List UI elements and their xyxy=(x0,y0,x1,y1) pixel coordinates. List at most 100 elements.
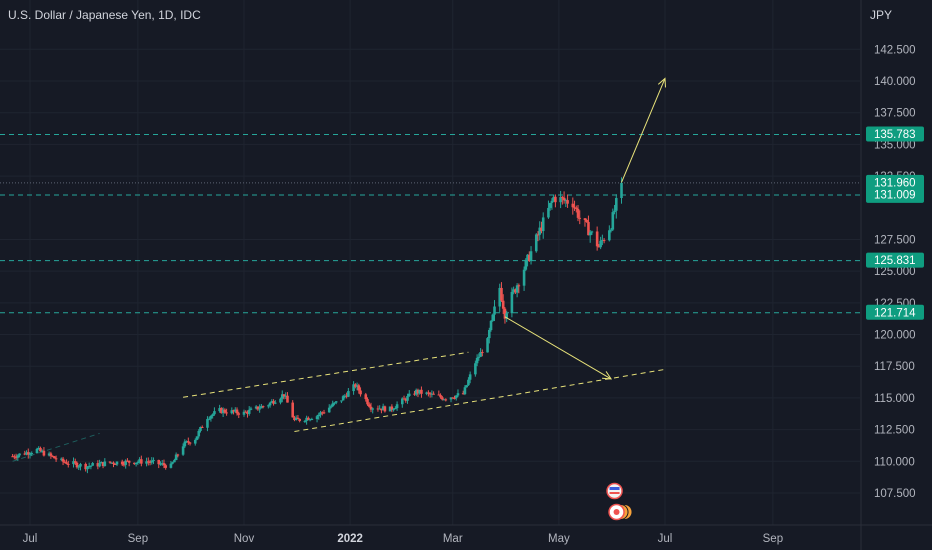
candle-body xyxy=(383,406,387,412)
candle-body xyxy=(583,218,587,221)
candle-body xyxy=(327,407,331,413)
candle-body xyxy=(394,408,397,410)
candle xyxy=(381,403,385,411)
candle-body xyxy=(49,453,53,456)
candle xyxy=(359,387,362,397)
candle-body xyxy=(341,396,345,401)
candle xyxy=(195,436,199,441)
arrow-line xyxy=(504,316,612,380)
candle-body xyxy=(378,408,381,410)
candle-body xyxy=(127,460,131,463)
candle-body xyxy=(63,461,67,463)
candle xyxy=(468,371,472,384)
candle xyxy=(91,461,94,466)
candle xyxy=(355,382,359,391)
candle-body xyxy=(307,417,310,420)
candle-body xyxy=(100,462,103,464)
candle xyxy=(609,227,613,233)
candle-body xyxy=(235,409,239,414)
candle-body xyxy=(611,212,615,230)
candle xyxy=(463,385,467,396)
candle-body xyxy=(79,463,82,467)
candle xyxy=(534,233,538,253)
candle-body xyxy=(39,447,42,452)
candle xyxy=(207,416,211,421)
candle xyxy=(53,456,56,459)
candle-body xyxy=(30,453,34,455)
candle-body xyxy=(293,417,296,420)
candle xyxy=(176,453,180,458)
candle-body xyxy=(587,221,590,236)
candle-body xyxy=(310,419,314,421)
candle xyxy=(160,460,164,466)
candle xyxy=(514,288,517,294)
candle xyxy=(282,394,286,400)
candle-body xyxy=(16,455,20,458)
candle xyxy=(14,453,18,461)
candle xyxy=(364,392,368,402)
candle xyxy=(420,386,423,398)
candle xyxy=(554,194,557,208)
candle-body xyxy=(463,387,467,395)
candle-body xyxy=(110,462,114,464)
candle-body xyxy=(552,196,555,201)
candle-body xyxy=(233,409,237,412)
candle-body xyxy=(515,285,519,293)
candle-body xyxy=(237,413,241,415)
candle xyxy=(601,234,604,246)
candle xyxy=(233,407,237,413)
candle xyxy=(573,200,576,211)
candle-body xyxy=(354,384,357,387)
candle-body xyxy=(200,426,204,428)
candle-body xyxy=(65,462,68,464)
candle xyxy=(454,395,458,401)
candle-body xyxy=(209,416,213,419)
candle-body xyxy=(481,352,484,354)
candle xyxy=(559,190,562,209)
candle-body xyxy=(221,409,225,414)
candle-body xyxy=(407,393,411,397)
candle xyxy=(524,258,528,271)
candle-body xyxy=(613,210,616,213)
candle xyxy=(477,353,481,361)
candle-body xyxy=(345,395,348,397)
candle xyxy=(548,202,552,211)
candle-body xyxy=(614,198,618,211)
candle xyxy=(193,438,197,446)
candle-body xyxy=(439,395,442,398)
candle xyxy=(585,218,589,223)
candle xyxy=(571,197,575,215)
candle-body xyxy=(401,398,404,405)
candle-body xyxy=(479,352,482,357)
candle xyxy=(54,455,58,462)
candle-body xyxy=(517,285,521,287)
candle xyxy=(487,327,491,344)
candle xyxy=(404,397,408,403)
candle-body xyxy=(430,393,434,395)
candle-body xyxy=(573,207,576,209)
candle-body xyxy=(108,461,112,463)
candle-body xyxy=(574,207,578,209)
candle xyxy=(140,455,143,467)
candle xyxy=(380,408,383,414)
candle xyxy=(343,393,347,399)
candle xyxy=(437,390,441,396)
candle xyxy=(112,461,115,468)
candle-body xyxy=(468,374,472,380)
candle-body xyxy=(334,401,338,403)
price-tag xyxy=(866,252,924,268)
candle-body xyxy=(319,412,322,415)
candle-body xyxy=(42,450,46,456)
candle-body xyxy=(296,417,300,419)
candle xyxy=(136,460,140,465)
candle xyxy=(223,408,227,414)
candle xyxy=(249,406,253,411)
candle-body xyxy=(371,408,375,410)
candle-body xyxy=(514,289,517,293)
candle-body xyxy=(37,447,40,449)
candle xyxy=(25,450,28,456)
candle-body xyxy=(420,389,423,394)
candle xyxy=(406,393,409,404)
candle-body xyxy=(122,464,126,466)
